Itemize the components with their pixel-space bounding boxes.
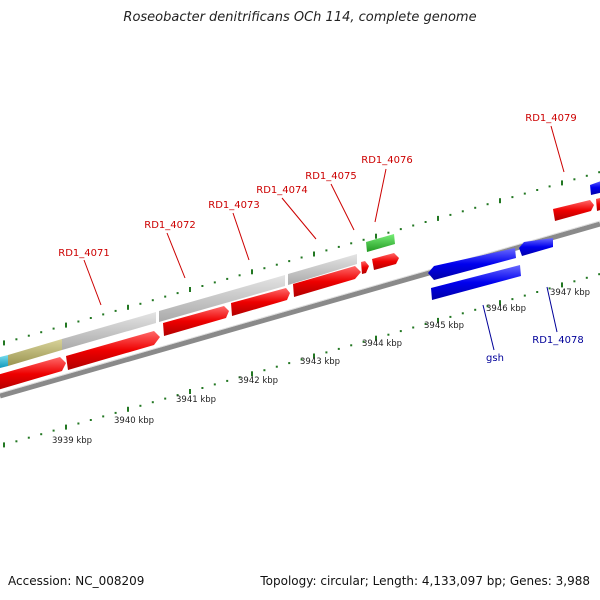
feature-grey-3 — [288, 254, 357, 285]
gene-arrow — [361, 261, 369, 274]
reverse-genes — [428, 181, 600, 300]
kbp-label: 3940 kbp — [114, 416, 154, 426]
gene-arrow — [231, 288, 290, 316]
gene-arrow — [163, 306, 229, 336]
gene-arrow — [66, 331, 160, 370]
gene-arrow — [293, 266, 361, 297]
kbp-label: 3939 kbp — [52, 436, 92, 446]
gene-arrow — [428, 248, 516, 280]
feature-olive — [8, 339, 62, 366]
kbp-label: 3942 kbp — [238, 376, 278, 386]
upper-tick-row — [3, 171, 600, 346]
feature-track — [0, 234, 395, 368]
feature-grey-1 — [62, 312, 156, 350]
label-rd1-4072: RD1_4072 — [144, 220, 195, 231]
label-rd1-4079: RD1_4079 — [525, 113, 576, 124]
forward-genes — [0, 198, 600, 390]
kbp-label: 3944 kbp — [362, 339, 402, 349]
gene-arrow — [596, 198, 600, 211]
kbp-label: 3947 kbp — [550, 288, 590, 298]
gene-arrow — [519, 238, 553, 256]
kbp-scale-labels: 3939 kbp 3940 kbp 3941 kbp 3942 kbp 3943… — [52, 288, 590, 446]
gene-arrow — [431, 265, 521, 300]
label-rd1-4074: RD1_4074 — [256, 185, 307, 196]
map-title: Roseobacter denitrificans OCh 114, compl… — [123, 10, 477, 25]
kbp-label: 3945 kbp — [424, 321, 464, 331]
lower-tick-row — [3, 273, 600, 448]
label-rd1-4075: RD1_4075 — [305, 171, 356, 182]
label-rd1-4078: RD1_4078 — [532, 335, 583, 346]
label-gsh: gsh — [486, 353, 504, 364]
red-leader-lines — [83, 125, 565, 306]
kbp-label: 3941 kbp — [176, 395, 216, 405]
kbp-label: 3943 kbp — [300, 357, 340, 367]
kbp-label: 3946 kbp — [486, 304, 526, 314]
feature-cyan — [0, 355, 8, 368]
gene-arrow — [372, 253, 399, 270]
scale-ticks — [3, 171, 600, 448]
accession-text: Accession: NC_008209 — [8, 574, 145, 588]
gene-arrow — [590, 181, 600, 195]
gene-arrow — [0, 357, 66, 390]
blue-leader-lines — [482, 286, 558, 351]
label-rd1-4073: RD1_4073 — [208, 200, 259, 211]
gene-arrow — [553, 200, 594, 221]
genome-summary-text: Topology: circular; Length: 4,133,097 bp… — [260, 574, 590, 588]
label-rd1-4076: RD1_4076 — [361, 155, 412, 166]
gene-labels-red: RD1_4071 RD1_4072 RD1_4073 RD1_4074 RD1_… — [58, 113, 576, 259]
feature-grey-2 — [159, 275, 285, 322]
gene-labels-blue: gsh RD1_4078 — [486, 335, 584, 364]
label-rd1-4071: RD1_4071 — [58, 248, 109, 259]
feature-green — [366, 234, 395, 252]
